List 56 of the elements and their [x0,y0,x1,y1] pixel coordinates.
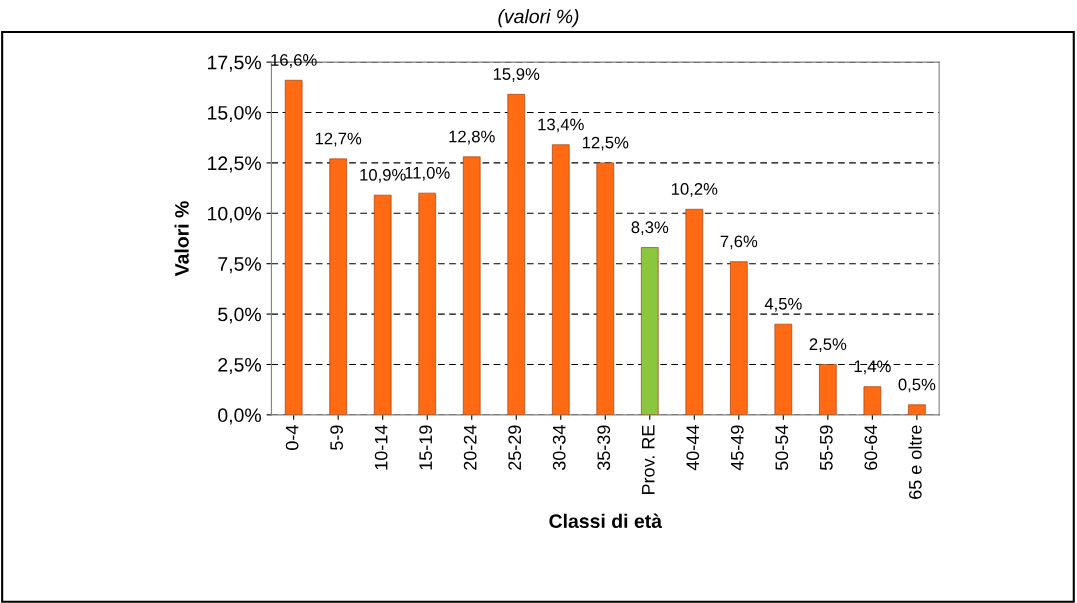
x-tick-label: Prov. RE [642,425,655,495]
data-label: 12,7% [315,132,362,147]
bar [730,261,748,415]
bar [685,208,704,415]
x-tick-label: 0-4 [285,425,299,450]
data-label: 16,6% [271,54,317,68]
x-tick-label: 15-19 [419,425,433,470]
y-tick-label: 10,0% [208,206,261,223]
x-tick-label: 50-54 [775,425,789,471]
data-label: 11,0% [405,166,450,181]
bar [462,156,481,415]
x-tick-label: 45-49 [730,425,744,471]
bar [284,79,303,415]
data-label: 13,4% [538,118,584,133]
x-tick-label: 20-24 [463,425,477,470]
bar [819,364,837,415]
bar [418,192,437,415]
bar [596,162,615,415]
y-tick-label: 5,0% [218,307,261,324]
y-tick-label: 7,5% [218,257,261,274]
x-tick-label: 35-39 [597,425,611,471]
x-tick-label: 30-34 [552,425,566,471]
data-label: 4,5% [764,298,802,312]
x-tick-label: 65 e oltre [908,425,922,499]
data-label: 2,5% [809,338,847,353]
data-label: 15,9% [493,68,540,82]
data-label: 1,4% [854,360,891,375]
y-axis-title: Valori % [174,201,189,277]
x-tick-label: 55-59 [819,425,833,471]
bar [507,94,526,415]
x-tick-label: 10-14 [374,425,388,470]
data-label: 7,6% [720,235,758,250]
data-label: 0,5% [898,378,936,393]
data-label: 12,5% [582,136,629,151]
bar [551,144,570,415]
bar [329,158,347,415]
bar [908,404,926,415]
x-tick-label: 60-64 [864,425,878,470]
x-axis-title: Classi di età [549,513,663,529]
y-tick-label: 0,0% [218,408,261,425]
y-tick-label: 15,0% [208,105,261,123]
y-tick-label: 17,5% [208,55,261,72]
y-tick-label: 12,5% [208,156,261,173]
x-tick-label: 5-9 [330,425,344,450]
bar [774,323,793,415]
x-tick-label: 25-29 [508,425,522,470]
data-label: 8,3% [631,221,669,236]
y-tick-label: 2,5% [218,357,261,374]
bar [640,247,659,415]
data-label: 10,9% [360,168,406,183]
data-label: 12,8% [449,130,495,145]
x-tick-label: 40-44 [686,425,700,471]
bar [373,194,392,415]
bar [863,386,882,415]
chart-subtitle: (valori %) [498,9,579,28]
data-label: 10,2% [671,183,718,197]
